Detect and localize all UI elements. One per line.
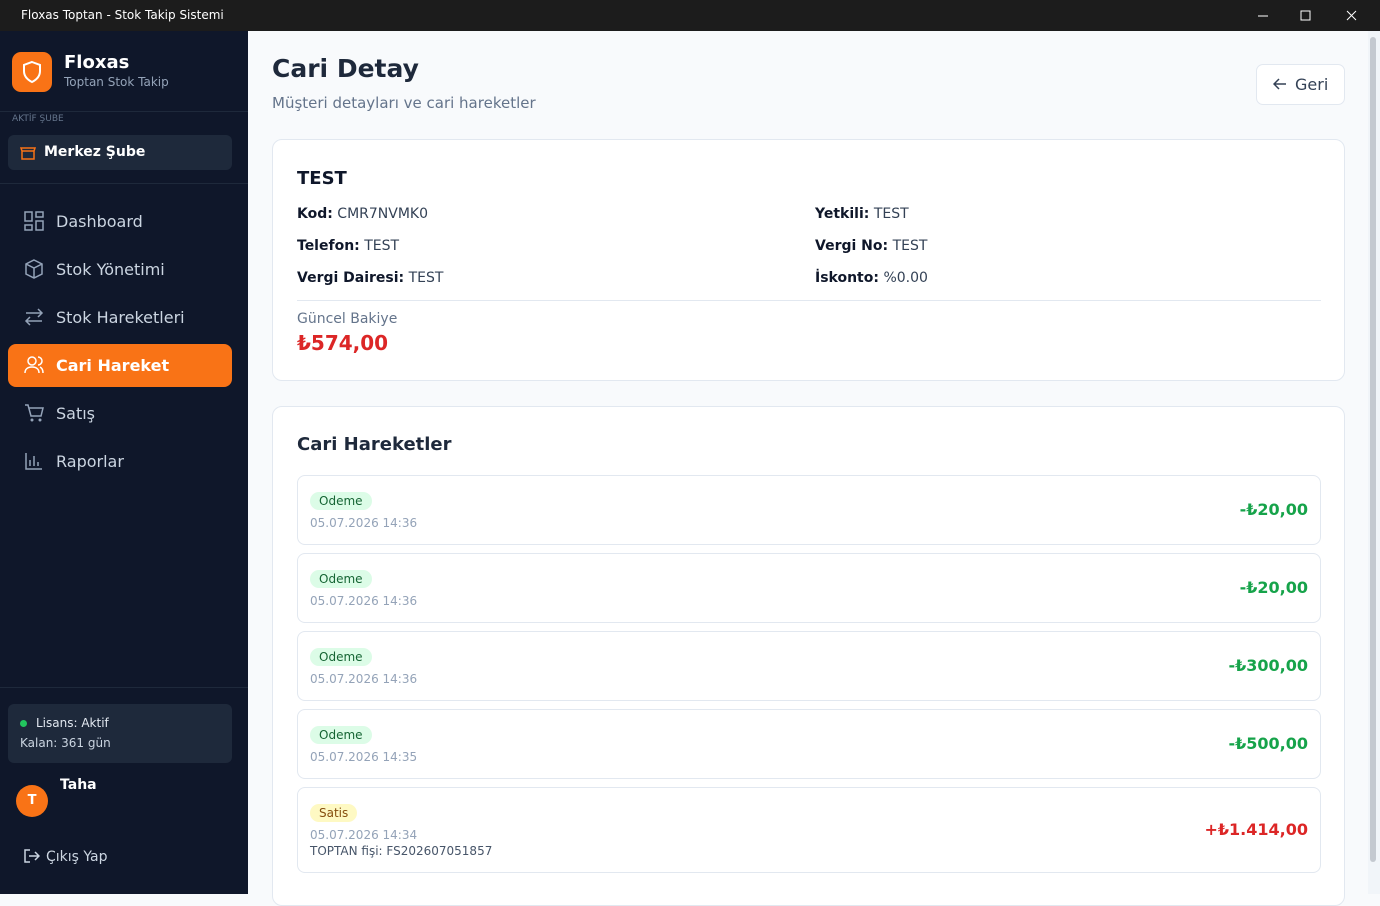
window-controls[interactable] (1250, 0, 1370, 31)
movement: Odeme 05.07.2026 14:36 -₺20,00 (297, 553, 1321, 623)
field-label: Vergi No: (815, 238, 889, 254)
date: 05.07.2026 14:35 (310, 750, 418, 764)
divider (0, 183, 248, 184)
field-value: CMR7NVMK0 (337, 206, 429, 222)
nav-label: Stok Yönetimi (56, 260, 165, 279)
amount: +₺1.414,00 (1204, 820, 1309, 839)
branch-selector[interactable]: Merkez Şube (8, 135, 232, 170)
nav-label: Dashboard (56, 212, 143, 231)
nav-label: Raporlar (56, 452, 124, 471)
logout[interactable]: Çıkış Yap (24, 849, 108, 865)
nav-item[interactable]: Dashboard (8, 200, 232, 243)
title-bar: Floxas Toptan - Stok Takip Sistemi (0, 0, 1380, 31)
field-label: Kod: (297, 206, 333, 222)
field: Kod: CMR7NVMK0 (297, 206, 428, 222)
movement: Satis 05.07.2026 14:34 TOPTAN fişi: FS2026… (297, 787, 1321, 873)
user-name: Taha (60, 777, 97, 793)
back-label: Geri (1295, 75, 1329, 94)
date: 05.07.2026 14:36 (310, 516, 418, 530)
field: Yetkili: TEST (815, 206, 909, 222)
field-label: Telefon: (297, 238, 360, 254)
field-value: TEST (892, 238, 928, 254)
amount: -₺500,00 (1228, 734, 1308, 753)
section-title: Cari Hareketler (297, 434, 452, 455)
divider (0, 687, 248, 688)
date: 05.07.2026 14:34 (310, 828, 418, 842)
date: 05.07.2026 14:36 (310, 672, 418, 686)
type-badge: Odeme (310, 648, 372, 666)
nav-label: Stok Hareketleri (56, 308, 185, 327)
license-remaining: Kalan: 361 gün (20, 736, 111, 750)
brand: Floxas (64, 52, 130, 73)
type-badge: Odeme (310, 570, 372, 588)
field-value: TEST (364, 238, 400, 254)
page-subtitle: Müşteri detayları ve cari hareketler (272, 94, 536, 112)
type-badge: Odeme (310, 492, 372, 510)
back-button[interactable]: Geri (1256, 64, 1345, 105)
field-label: Vergi Dairesi: (297, 270, 405, 286)
logo (12, 52, 52, 92)
balance: ₺574,00 (297, 331, 389, 355)
avatar: T (16, 785, 48, 817)
nav-item-active[interactable]: Cari Hareket (8, 344, 232, 387)
field: İskonto: %0.00 (815, 270, 928, 286)
customer-card: TEST Kod: CMR7NVMK0 Yetkili: TEST Telefo… (272, 139, 1345, 381)
customer-name: TEST (297, 168, 347, 189)
scrollbar[interactable] (1368, 31, 1380, 894)
nav-item[interactable]: Raporlar (8, 440, 232, 483)
divider (0, 111, 248, 112)
amount: -₺300,00 (1228, 656, 1308, 675)
amount: -₺20,00 (1239, 578, 1308, 597)
logout-label: Çıkış Yap (46, 849, 108, 865)
movement: Odeme 05.07.2026 14:36 -₺300,00 (297, 631, 1321, 701)
balance-label: Güncel Bakiye (297, 311, 398, 327)
note: TOPTAN fişi: FS202607051857 (310, 844, 493, 858)
field: Vergi Dairesi: TEST (297, 270, 443, 286)
type-badge: Satis (310, 804, 358, 822)
type-badge: Odeme (310, 726, 372, 744)
license-status: Lisans: Aktif (36, 716, 109, 730)
branch-label: AKTİF ŞUBE (12, 114, 64, 124)
field-label: Yetkili: (815, 206, 870, 222)
date: 05.07.2026 14:36 (310, 594, 418, 608)
nav-item[interactable]: Stok Hareketleri (8, 296, 232, 339)
window-title: Floxas Toptan - Stok Takip Sistemi (21, 8, 224, 22)
movements-card: Cari Hareketler Odeme 05.07.2026 14:36 -₺2… (272, 406, 1345, 906)
field: Vergi No: TEST (815, 238, 927, 254)
branch-name: Merkez Şube (44, 144, 146, 160)
license-box: Lisans: Aktif Kalan: 361 gün (8, 704, 232, 763)
field-value: %0.00 (883, 270, 928, 286)
movement: Odeme 05.07.2026 14:35 -₺500,00 (297, 709, 1321, 779)
nav-label: Cari Hareket (56, 356, 170, 375)
field-value: TEST (873, 206, 909, 222)
divider (297, 300, 1321, 301)
field-label: İskonto: (815, 270, 879, 286)
sidebar: Floxas Toptan Stok Takip AKTİF ŞUBE Merk… (0, 31, 248, 894)
nav-item[interactable]: Satış (8, 392, 232, 435)
nav-label: Satış (56, 404, 96, 423)
movement: Odeme 05.07.2026 14:36 -₺20,00 (297, 475, 1321, 545)
status-dot (20, 720, 27, 727)
field: Telefon: TEST (297, 238, 399, 254)
field-value: TEST (408, 270, 444, 286)
tagline: Toptan Stok Takip (64, 75, 169, 89)
amount: -₺20,00 (1239, 500, 1308, 519)
nav-item[interactable]: Stok Yönetimi (8, 248, 232, 291)
page-title: Cari Detay (272, 54, 419, 83)
